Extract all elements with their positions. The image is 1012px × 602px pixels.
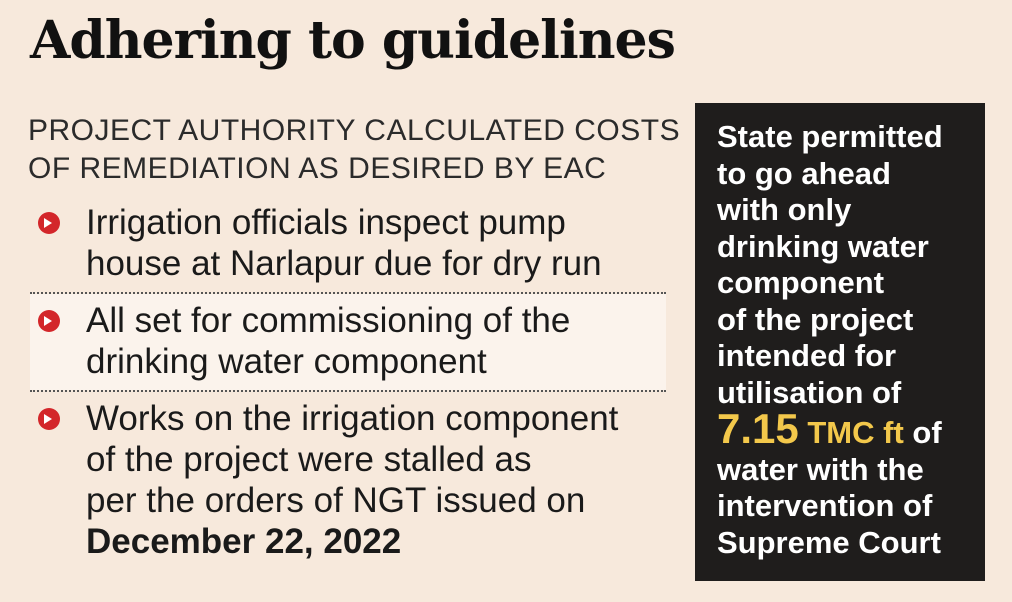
red-circle-arrow-icon xyxy=(38,408,60,430)
value-suffix: of xyxy=(903,415,942,450)
tmc-value: 7.15 xyxy=(717,405,799,452)
subheading: PROJECT AUTHORITY CALCULATED COSTS OF RE… xyxy=(28,112,688,188)
subheading-line: PROJECT AUTHORITY CALCULATED COSTS xyxy=(28,114,681,147)
list-item: Irrigation officials inspect pump house … xyxy=(30,196,666,292)
box-line: intended for xyxy=(717,338,897,373)
tmc-unit: TMC ft xyxy=(807,415,904,450)
headline: Adhering to guidelines xyxy=(30,10,676,71)
list-item-line: per the orders of NGT issued on xyxy=(86,481,586,520)
list-item: Works on the irrigation component of the… xyxy=(30,392,666,570)
box-line: utilisation of xyxy=(717,374,902,410)
box-line: Supreme Court xyxy=(717,524,941,560)
dotted-divider xyxy=(30,390,666,392)
box-line: of the project xyxy=(717,301,914,337)
box-line: intervention of xyxy=(717,488,933,523)
value-line: 7.15 TMC ft of xyxy=(717,408,985,452)
list-item-line: Irrigation officials inspect pump xyxy=(86,203,566,242)
list-item-line: house at Narlapur due for dry run xyxy=(86,244,602,283)
list-item-line: drinking water component xyxy=(86,342,487,381)
box-line: water with the xyxy=(717,451,924,487)
box-line: drinking water xyxy=(717,228,929,264)
box-line: to go ahead xyxy=(717,155,891,191)
dotted-divider xyxy=(30,292,666,294)
date-text: December 22, 2022 xyxy=(86,522,402,561)
red-circle-arrow-icon xyxy=(38,310,60,332)
highlight-box: State permitted to go ahead with only dr… xyxy=(695,103,985,581)
list-item-line: of the project were stalled as xyxy=(86,440,532,479)
list-item-line: All set for commissioning of the xyxy=(86,301,571,340)
box-line: component xyxy=(717,265,885,300)
box-line: with only xyxy=(717,192,852,227)
list-item-line: Works on the irrigation component xyxy=(86,399,619,438)
bullet-list: Irrigation officials inspect pump house … xyxy=(30,196,666,570)
subheading-line: OF REMEDIATION AS DESIRED BY EAC xyxy=(28,152,607,185)
red-circle-arrow-icon xyxy=(38,212,60,234)
list-item: All set for commissioning of the drinkin… xyxy=(30,294,666,390)
box-line: State permitted xyxy=(717,119,943,154)
